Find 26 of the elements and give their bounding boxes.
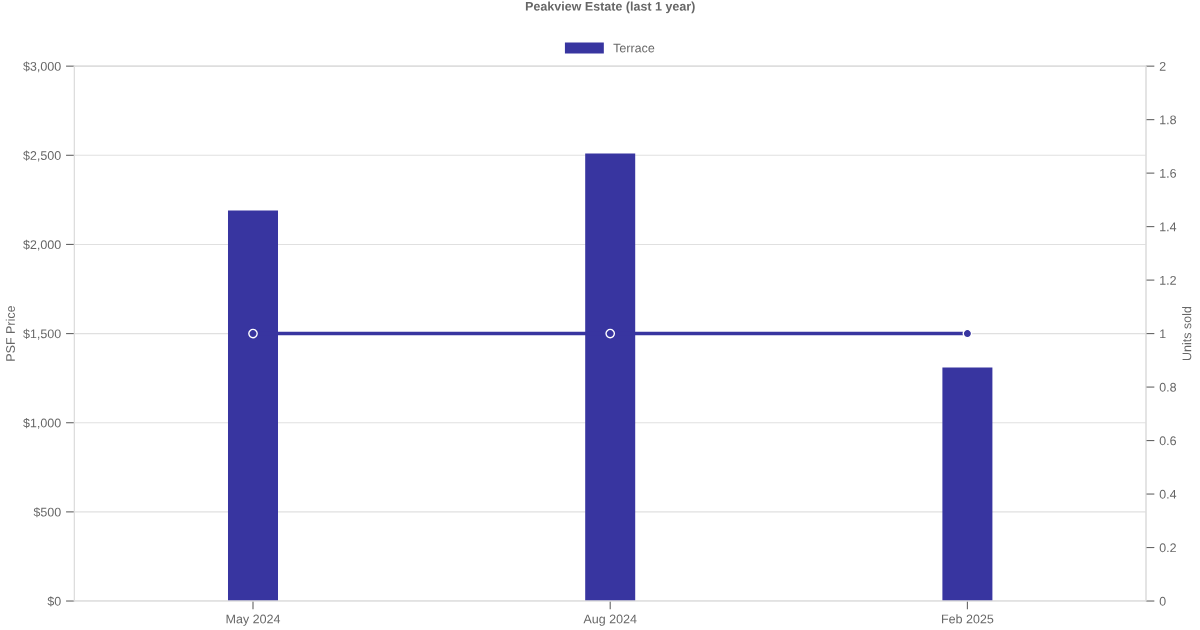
y2-tick-label: 1.2	[1160, 275, 1176, 285]
y2-tick-label: 0.8	[1159, 382, 1177, 392]
y-axis-title: PSF Price	[5, 306, 15, 361]
y2-tick-label: 2	[1159, 61, 1166, 71]
y2-tick-label: 1	[1160, 329, 1166, 339]
x-tick-label: Aug 2024	[583, 614, 637, 626]
x-tick-label: Feb 2025	[942, 614, 994, 624]
y-tick-label: $3,000	[23, 61, 61, 73]
y-tick-label: $2,000	[23, 239, 61, 251]
y-tick-label: $0	[47, 596, 61, 607]
legend-label: Terrace	[613, 43, 655, 53]
y2-tick-label: 1.6	[1160, 168, 1177, 178]
y2-tick-label: 0	[1159, 596, 1166, 606]
y-tick-label: $2,500	[23, 150, 61, 162]
y-tick-label: $1,500	[23, 328, 61, 340]
y-tick-label: $500	[33, 507, 61, 518]
x-tick-label: May 2024	[226, 614, 281, 626]
y-tick-label: $1,000	[23, 418, 61, 429]
chart-title: Peakview Estate (last 1 year)	[525, 1, 695, 14]
y2-tick-label: 1.8	[1160, 115, 1177, 125]
y2-tick-label: 0.6	[1159, 436, 1177, 446]
y2-axis-title: Units sold	[1182, 306, 1192, 361]
bar	[942, 367, 993, 602]
y2-tick-label: 0.4	[1159, 489, 1177, 499]
y2-tick-label: 0.2	[1159, 543, 1176, 553]
y2-tick-label: 1.4	[1160, 222, 1177, 232]
